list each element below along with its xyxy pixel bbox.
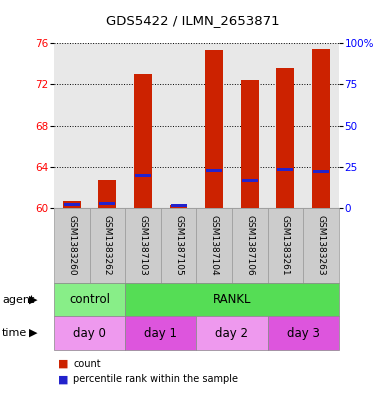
Bar (170, 205, 187, 208)
Bar (171, 204, 187, 208)
Text: ■: ■ (58, 358, 68, 369)
Bar (54, 283, 125, 316)
Text: percentile rank within the sample: percentile rank within the sample (73, 374, 238, 384)
Text: GSM1383261: GSM1383261 (281, 215, 290, 276)
Text: ■: ■ (58, 374, 68, 384)
Bar (125, 283, 339, 316)
Bar (312, 50, 330, 208)
Bar (313, 170, 329, 173)
Bar (241, 80, 259, 208)
Text: GSM1387104: GSM1387104 (210, 215, 219, 276)
Text: time: time (2, 328, 27, 338)
Bar (277, 168, 293, 171)
Bar (64, 203, 80, 206)
Bar (125, 316, 196, 350)
Bar (268, 316, 339, 350)
Bar (242, 179, 258, 182)
Bar (134, 74, 152, 208)
Bar (268, 208, 303, 283)
Bar (54, 316, 125, 350)
Text: ▶: ▶ (28, 328, 37, 338)
Text: GSM1383262: GSM1383262 (103, 215, 112, 276)
Text: day 3: day 3 (287, 327, 320, 340)
Text: day 1: day 1 (144, 327, 177, 340)
Bar (125, 208, 161, 283)
Bar (206, 169, 222, 172)
Bar (63, 201, 80, 208)
Bar (232, 208, 268, 283)
Text: GSM1387103: GSM1387103 (139, 215, 147, 276)
Text: day 0: day 0 (73, 327, 106, 340)
Text: count: count (73, 358, 101, 369)
Bar (54, 208, 89, 283)
Text: ▶: ▶ (28, 295, 37, 305)
Bar (161, 208, 196, 283)
Text: control: control (69, 293, 110, 306)
Text: GDS5422 / ILMN_2653871: GDS5422 / ILMN_2653871 (106, 15, 279, 28)
Text: GSM1383263: GSM1383263 (316, 215, 325, 276)
Bar (196, 316, 268, 350)
Bar (276, 68, 294, 208)
Text: GSM1387105: GSM1387105 (174, 215, 183, 276)
Bar (205, 50, 223, 208)
Bar (196, 208, 232, 283)
Text: RANKL: RANKL (213, 293, 251, 306)
Bar (99, 180, 116, 208)
Text: agent: agent (2, 295, 34, 305)
Bar (99, 202, 116, 205)
Text: day 2: day 2 (216, 327, 248, 340)
Bar (89, 208, 125, 283)
Bar (303, 208, 339, 283)
Bar (135, 174, 151, 177)
Text: GSM1383260: GSM1383260 (67, 215, 76, 276)
Text: GSM1387106: GSM1387106 (245, 215, 254, 276)
